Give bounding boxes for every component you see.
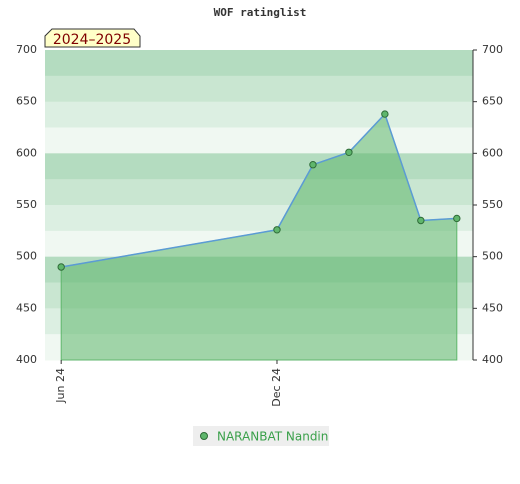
x-tick-label: Jun 24 (54, 368, 67, 404)
data-point (417, 216, 425, 225)
x-tick-label: Dec 24 (270, 368, 283, 407)
y-tick-label: 550 (16, 198, 37, 211)
data-point (57, 263, 65, 271)
y-tick-label: 600 (16, 146, 37, 159)
data-point (453, 214, 461, 223)
y2-tick-label: 600 (482, 146, 503, 159)
legend-box (193, 426, 329, 446)
plot-area (45, 50, 473, 361)
data-point (345, 148, 353, 157)
y-tick-label: 450 (16, 301, 37, 314)
chart-title: WOF ratinglist (214, 6, 307, 19)
y2-tick-label: 650 (482, 95, 503, 108)
data-point (273, 226, 281, 234)
y2-tick-label: 550 (482, 198, 503, 211)
data-point (381, 110, 389, 118)
y2-tick-label: 450 (482, 301, 503, 314)
legend-label: NARANBAT Nandin (217, 430, 328, 444)
background-band (45, 153, 473, 180)
period-badge (44, 28, 141, 48)
y2-tick-label: 700 (482, 43, 503, 56)
y-tick-label: 400 (16, 353, 37, 366)
data-point (309, 161, 317, 169)
y-tick-label: 700 (16, 43, 37, 56)
period-label: 2024–2025 (53, 32, 131, 48)
y-tick-label: 650 (16, 95, 37, 108)
y-tick-label: 500 (16, 250, 37, 263)
background-band (45, 101, 473, 128)
background-band (45, 127, 473, 154)
background-band (45, 50, 473, 77)
legend-marker (200, 432, 208, 440)
y2-tick-label: 400 (482, 353, 503, 366)
y2-tick-label: 500 (482, 250, 503, 263)
background-band (45, 75, 473, 103)
